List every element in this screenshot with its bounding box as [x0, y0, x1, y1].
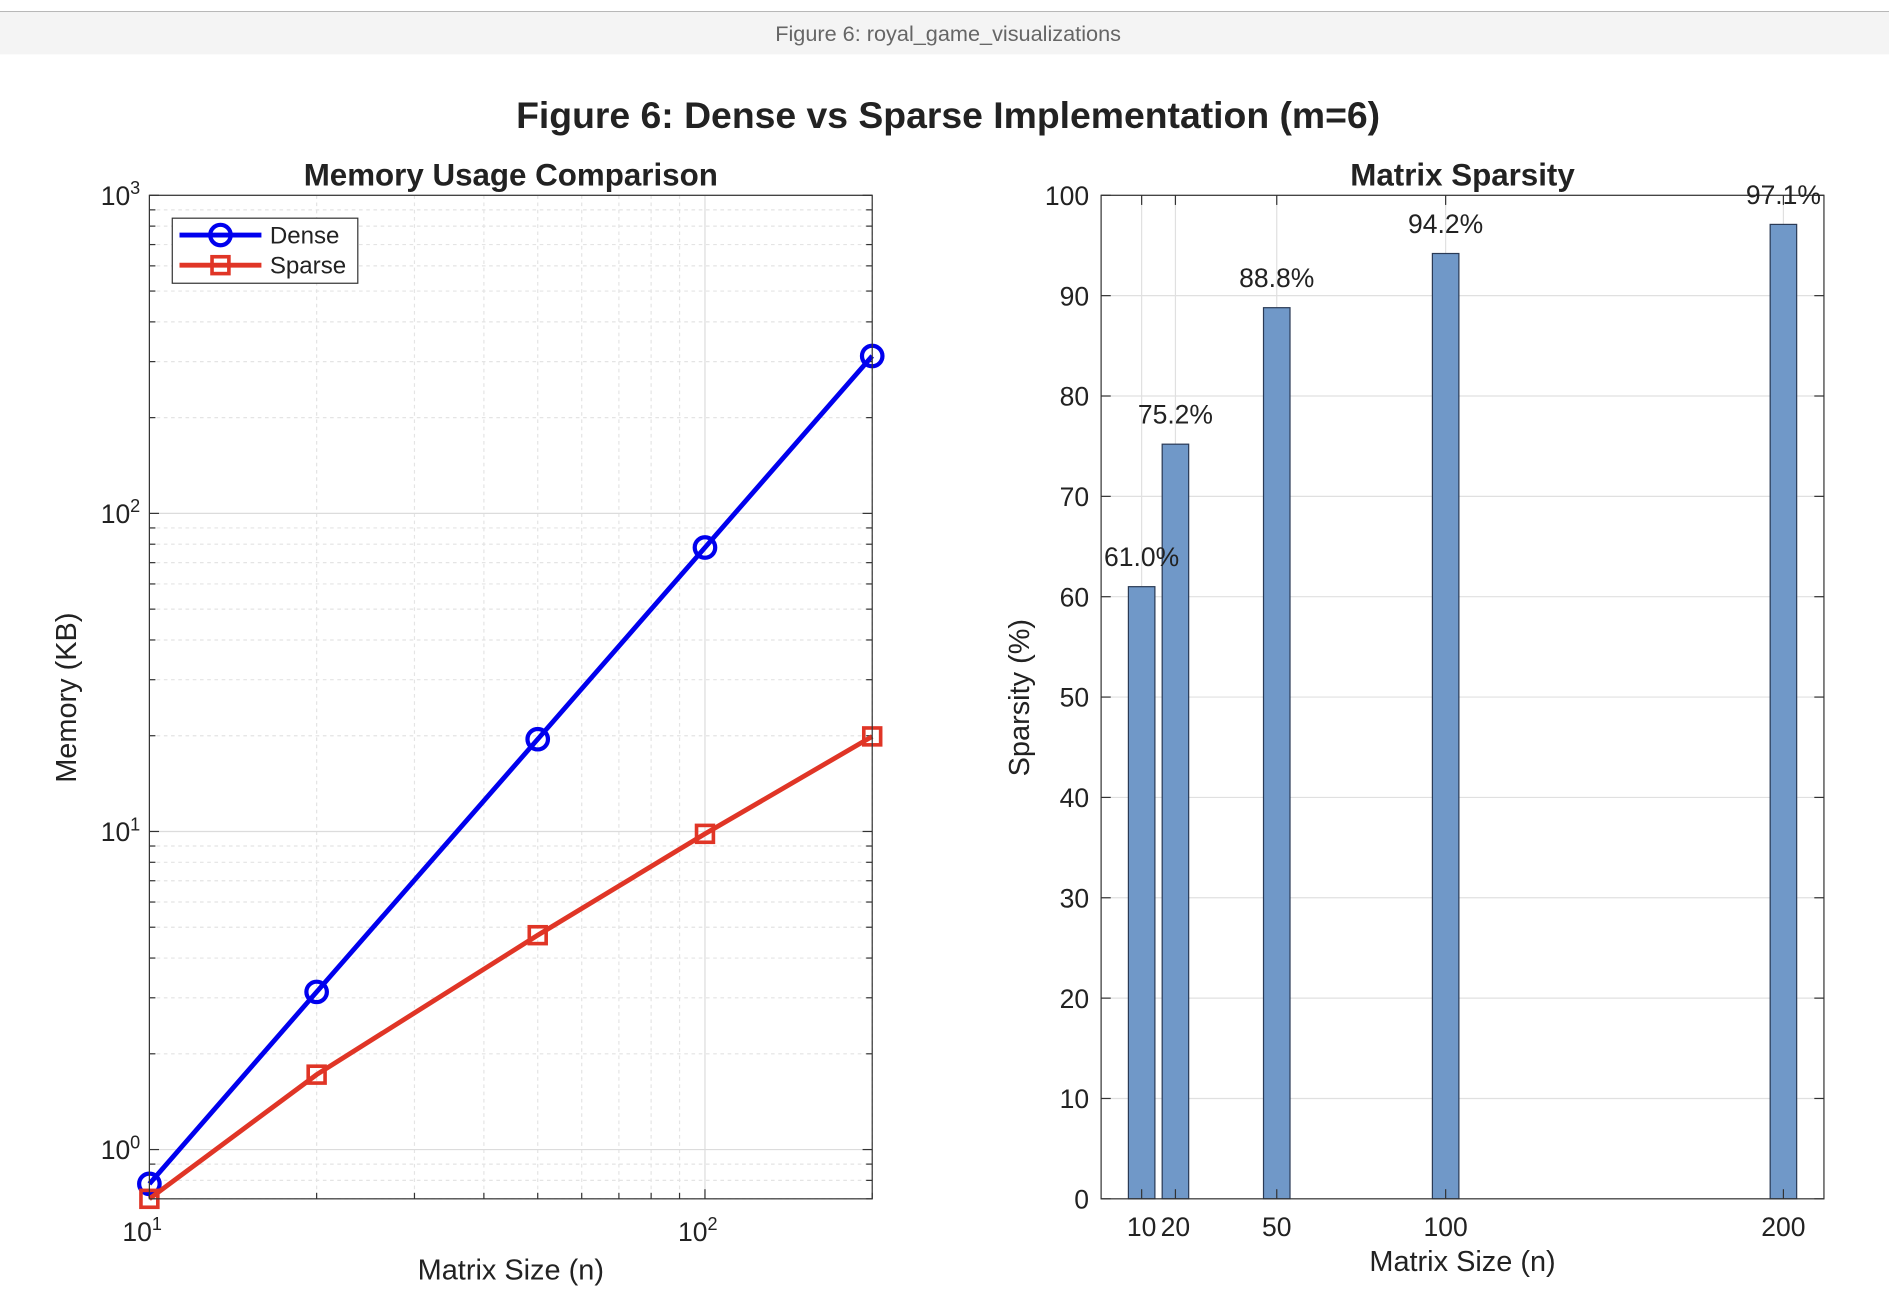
y-tick-label: 102 — [101, 496, 141, 529]
x-tick-label: 101 — [122, 1214, 162, 1247]
legend-dense-marker — [208, 222, 233, 248]
x-tick-label: 50 — [1262, 1212, 1291, 1242]
memory-chart-title: Memory Usage Comparison — [304, 158, 718, 193]
sparse-point — [527, 924, 548, 946]
legend-sparse-label: Sparse — [270, 253, 346, 280]
dense-point — [304, 979, 329, 1005]
x-tick-label: 10 — [1127, 1212, 1156, 1242]
y-tick-label: 103 — [101, 178, 141, 211]
dense-point — [692, 535, 718, 560]
memory-x-label: Matrix Size (n) — [418, 1255, 604, 1287]
bar-data-label: 94.2% — [1408, 209, 1483, 239]
bar-50 — [1262, 307, 1291, 1200]
sparse-series-line — [147, 734, 874, 1201]
bar-100 — [1431, 252, 1460, 1200]
y-tick-label: 40 — [1060, 783, 1089, 813]
legend: Dense Sparse — [171, 217, 359, 284]
sparsity-chart: 010203040506070809010061.0%75.2%88.8%94.… — [1004, 158, 1825, 1278]
legend-box — [171, 217, 359, 284]
y-tick-label: 70 — [1060, 482, 1089, 512]
legend-dense-label: Dense — [270, 222, 340, 249]
window-title-bar — [0, 12, 1889, 55]
legend-sparse-marker — [210, 254, 231, 276]
y-tick-label: 100 — [101, 1132, 141, 1165]
dense-point — [525, 726, 551, 752]
y-tick-label: 100 — [1045, 181, 1089, 211]
y-tick-label: 90 — [1060, 281, 1089, 311]
bar-data-label: 88.8% — [1239, 263, 1314, 293]
y-tick-label: 20 — [1060, 984, 1089, 1014]
bar-200 — [1769, 223, 1798, 1200]
sparsity-grid — [1101, 194, 1824, 1200]
x-tick-label: 20 — [1161, 1212, 1190, 1242]
sparse-point — [306, 1064, 327, 1085]
sparsity-x-label: Matrix Size (n) — [1369, 1246, 1555, 1278]
figure-title: Figure 6: Dense vs Sparse Implementation… — [516, 94, 1380, 136]
y-tick-label: 60 — [1060, 582, 1089, 612]
memory-chart: Memory Usage Comparison Matrix Size (n) … — [51, 158, 885, 1287]
dense-series-line — [147, 354, 875, 1186]
x-tick-label: 100 — [1424, 1212, 1468, 1242]
y-tick-label: 101 — [101, 814, 141, 847]
bar-10 — [1127, 586, 1156, 1200]
window-title: Figure 6: royal_game_visualizations — [775, 21, 1121, 46]
y-tick-label: 0 — [1074, 1184, 1089, 1214]
y-tick-label: 30 — [1060, 883, 1089, 913]
sparsity-chart-title: Matrix Sparsity — [1350, 158, 1575, 193]
x-tick-label: 102 — [678, 1214, 718, 1247]
y-tick-label: 10 — [1060, 1084, 1089, 1114]
memory-axes-box — [148, 194, 873, 1200]
memory-y-label: Memory (KB) — [51, 613, 83, 783]
x-tick-label: 200 — [1761, 1212, 1805, 1242]
bar-data-label: 75.2% — [1138, 400, 1213, 430]
y-tick-label: 80 — [1060, 382, 1089, 412]
sparse-point — [694, 823, 716, 845]
bar-data-label: 97.1% — [1746, 180, 1821, 210]
memory-grid — [148, 194, 873, 1200]
y-tick-label: 50 — [1060, 683, 1089, 713]
sparsity-y-label: Sparsity (%) — [1004, 619, 1036, 776]
bar-data-label: 61.0% — [1104, 542, 1179, 572]
